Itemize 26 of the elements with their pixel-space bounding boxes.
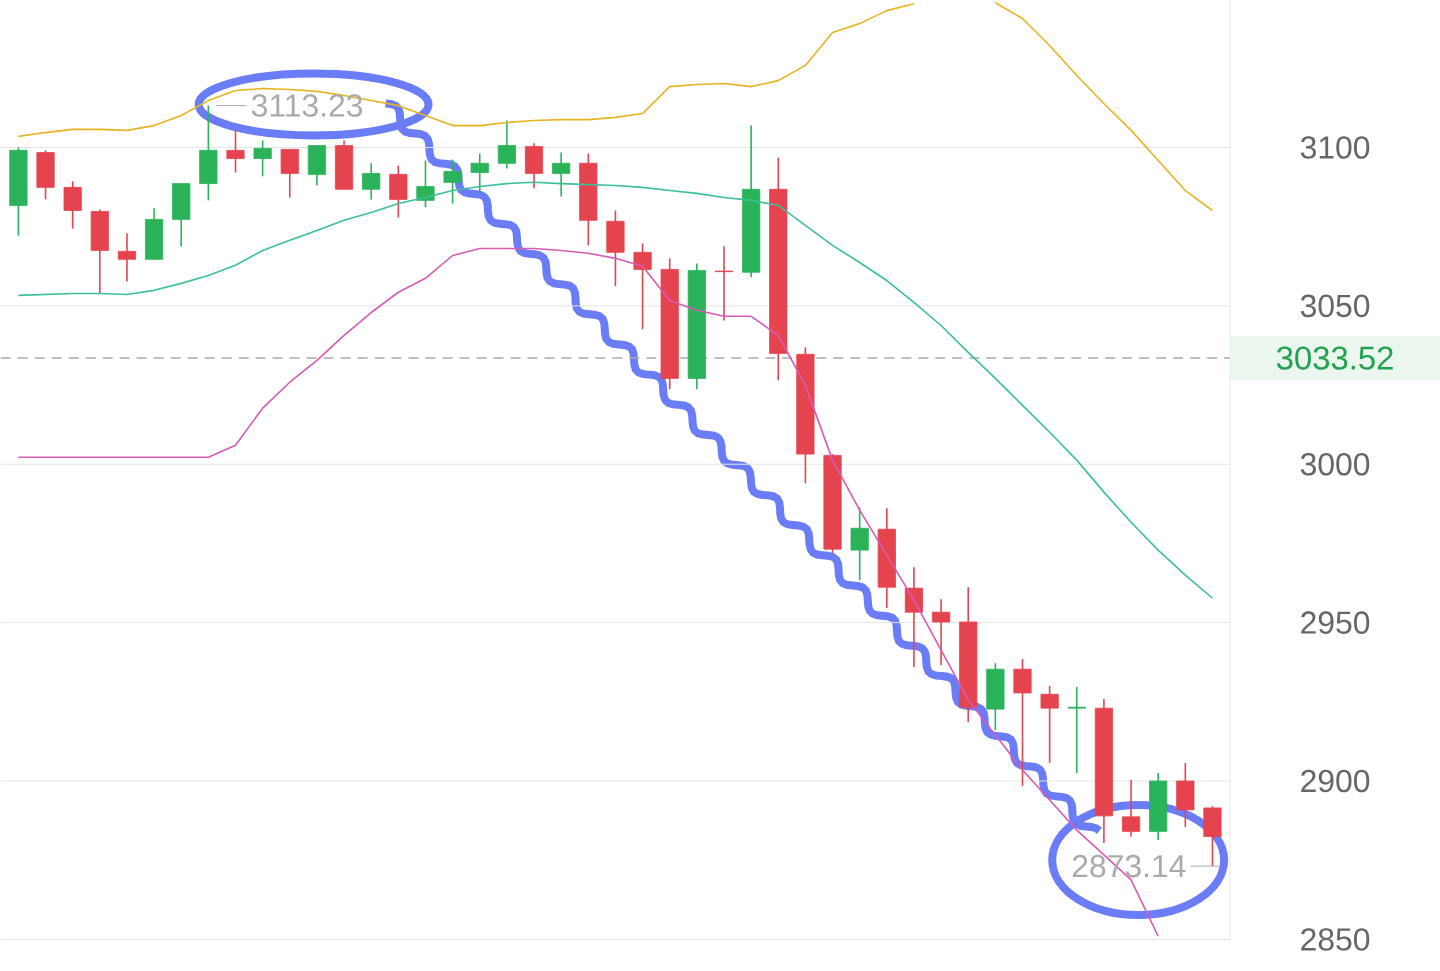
candlestick [1067, 686, 1086, 774]
y-tick-label: 2850 [1301, 928, 1370, 951]
y-tick-label: 3100 [1300, 136, 1370, 159]
candlestick [416, 159, 435, 209]
y-tick-label: 3050 [1300, 294, 1370, 318]
candlestick [226, 129, 245, 174]
candlestick [633, 242, 652, 331]
candlestick [552, 151, 571, 198]
candlestick [443, 158, 462, 205]
candlestick [1013, 658, 1032, 787]
candlestick [1121, 779, 1141, 838]
ref-line-label: 3033.52 [1276, 346, 1393, 370]
annotation: 3113.23 [251, 94, 363, 117]
candlestick [850, 506, 869, 581]
candlestick [1040, 685, 1059, 764]
candlestick [253, 139, 272, 178]
candlestick [932, 598, 951, 666]
y-tick-label: 3000 [1300, 452, 1370, 476]
candlestick [117, 232, 137, 283]
candlestick [497, 119, 516, 170]
candlestick [714, 245, 734, 322]
candlestick [63, 180, 82, 230]
candlestick [470, 152, 489, 194]
y-tick-label: 2950 [1301, 611, 1370, 634]
candlestick [362, 162, 381, 201]
y-tick-label: 2900 [1301, 769, 1370, 793]
